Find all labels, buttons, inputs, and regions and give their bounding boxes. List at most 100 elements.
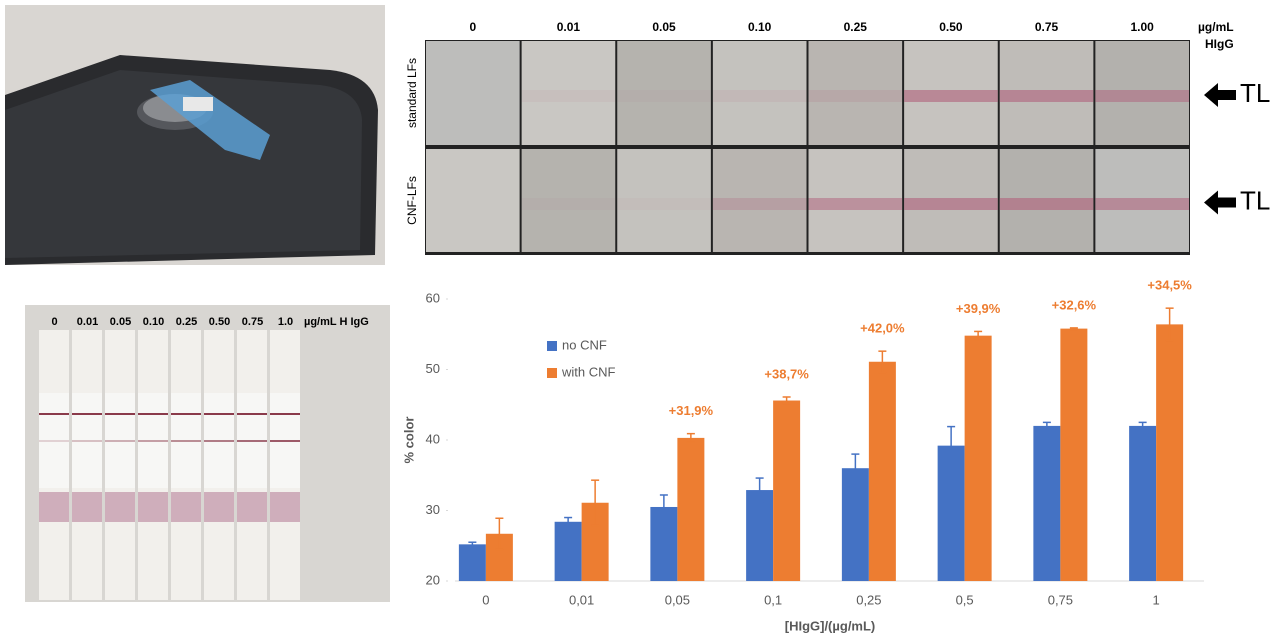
conjugate-pad xyxy=(270,492,300,522)
marker-label: TL xyxy=(1240,78,1270,108)
control-line xyxy=(105,413,135,415)
conjugate-pad xyxy=(72,492,102,522)
bar xyxy=(459,544,486,581)
bar xyxy=(1156,324,1183,581)
bar xyxy=(1033,426,1060,581)
unit-label: µg/mL xyxy=(1198,20,1234,34)
legend-swatch xyxy=(547,368,557,378)
test-line xyxy=(72,440,102,442)
x-tick-label: 0,25 xyxy=(856,592,881,607)
legend-label: with CNF xyxy=(561,364,616,379)
y-tick-label: 50 xyxy=(426,361,440,376)
test-line xyxy=(270,440,300,442)
phone-photo xyxy=(5,5,385,265)
annotation: +32,6% xyxy=(1052,297,1097,312)
annotation: +38,7% xyxy=(764,366,809,381)
control-line xyxy=(72,413,102,415)
strip-label: 0.25 xyxy=(176,316,197,328)
bar xyxy=(1129,426,1156,581)
test-line xyxy=(522,198,616,210)
strip-label: 0.50 xyxy=(209,316,230,328)
figure: 00.010.050.100.250.500.751.0µg/mL H IgG … xyxy=(0,0,1287,639)
test-line xyxy=(39,440,69,442)
test-line xyxy=(713,90,807,102)
annotation: +31,9% xyxy=(669,403,714,418)
x-tick-label: 0 xyxy=(482,592,489,607)
bar xyxy=(773,401,800,581)
x-tick-label: 0,01 xyxy=(569,592,594,607)
bar xyxy=(746,490,773,581)
x-axis-label: [HIgG]/(µg/mL) xyxy=(785,618,876,633)
column-label: 0.10 xyxy=(748,20,772,34)
unit-label: µg/mL H IgG xyxy=(304,316,369,328)
conjugate-pad xyxy=(105,492,135,522)
test-line xyxy=(1000,90,1094,102)
column-label: 1.00 xyxy=(1131,20,1155,34)
conjugate-pad xyxy=(138,492,168,522)
annotation: +42,0% xyxy=(860,321,905,336)
column-label: 0.50 xyxy=(939,20,963,34)
test-line xyxy=(904,90,998,102)
test-line xyxy=(138,440,168,442)
strip-label: 0.10 xyxy=(143,316,164,328)
column-label: 0.01 xyxy=(557,20,581,34)
x-tick-label: 1 xyxy=(1153,592,1160,607)
analyte-label: HIgG xyxy=(1205,37,1234,51)
bar xyxy=(1060,329,1087,581)
bar xyxy=(869,362,896,581)
x-tick-label: 0,75 xyxy=(1048,592,1073,607)
test-line xyxy=(105,440,135,442)
y-tick-label: 60 xyxy=(426,290,440,305)
test-line xyxy=(522,90,616,102)
test-line xyxy=(713,198,807,210)
bar xyxy=(677,438,704,581)
y-tick-label: 20 xyxy=(426,572,440,587)
strips-photo: 0 0.01 0.05 0.10 0.25 0.50 0.75 1.0 µg/mL H IgG xyxy=(25,305,390,602)
conjugate-pad xyxy=(204,492,234,522)
conjugate-pad xyxy=(39,492,69,522)
column-label: 0.05 xyxy=(652,20,676,34)
test-line xyxy=(809,198,903,210)
strip-label: 1.0 xyxy=(278,316,293,328)
column-label: 0.25 xyxy=(844,20,868,34)
legend-swatch xyxy=(547,341,557,351)
column-label: 0 xyxy=(469,20,476,34)
test-line xyxy=(809,90,903,102)
error-bar xyxy=(1070,328,1078,329)
test-line xyxy=(1095,198,1189,210)
y-tick-label: 40 xyxy=(426,431,440,446)
strip-grid-photo xyxy=(425,40,1190,255)
bar xyxy=(555,522,582,581)
test-line xyxy=(204,440,234,442)
test-line xyxy=(1000,198,1094,210)
y-axis-label: % color xyxy=(401,417,416,464)
bar xyxy=(938,446,965,581)
control-line xyxy=(138,413,168,415)
strip-label: 0.05 xyxy=(110,316,131,328)
error-bar xyxy=(468,542,476,546)
control-line xyxy=(171,413,201,415)
test-line xyxy=(904,198,998,210)
column-label: 0.75 xyxy=(1035,20,1059,34)
annotation: +39,9% xyxy=(956,301,1001,316)
test-line xyxy=(171,440,201,442)
arrow xyxy=(1204,83,1236,107)
strip-label: 0.75 xyxy=(242,316,263,328)
control-line xyxy=(270,413,300,415)
row-label: standard LFs xyxy=(405,58,419,128)
legend-label: no CNF xyxy=(562,337,607,352)
control-line xyxy=(204,413,234,415)
strip-label: 0 xyxy=(51,316,57,328)
conjugate-pad xyxy=(171,492,201,522)
arrow xyxy=(1204,191,1236,215)
control-line xyxy=(39,413,69,415)
test-line xyxy=(617,198,711,210)
annotation: +34,5% xyxy=(1147,278,1192,293)
strip-label: 0.01 xyxy=(77,316,98,328)
test-line xyxy=(1095,90,1189,102)
control-line xyxy=(237,413,267,415)
bar xyxy=(965,336,992,581)
test-line xyxy=(237,440,267,442)
x-tick-label: 0,5 xyxy=(956,592,974,607)
